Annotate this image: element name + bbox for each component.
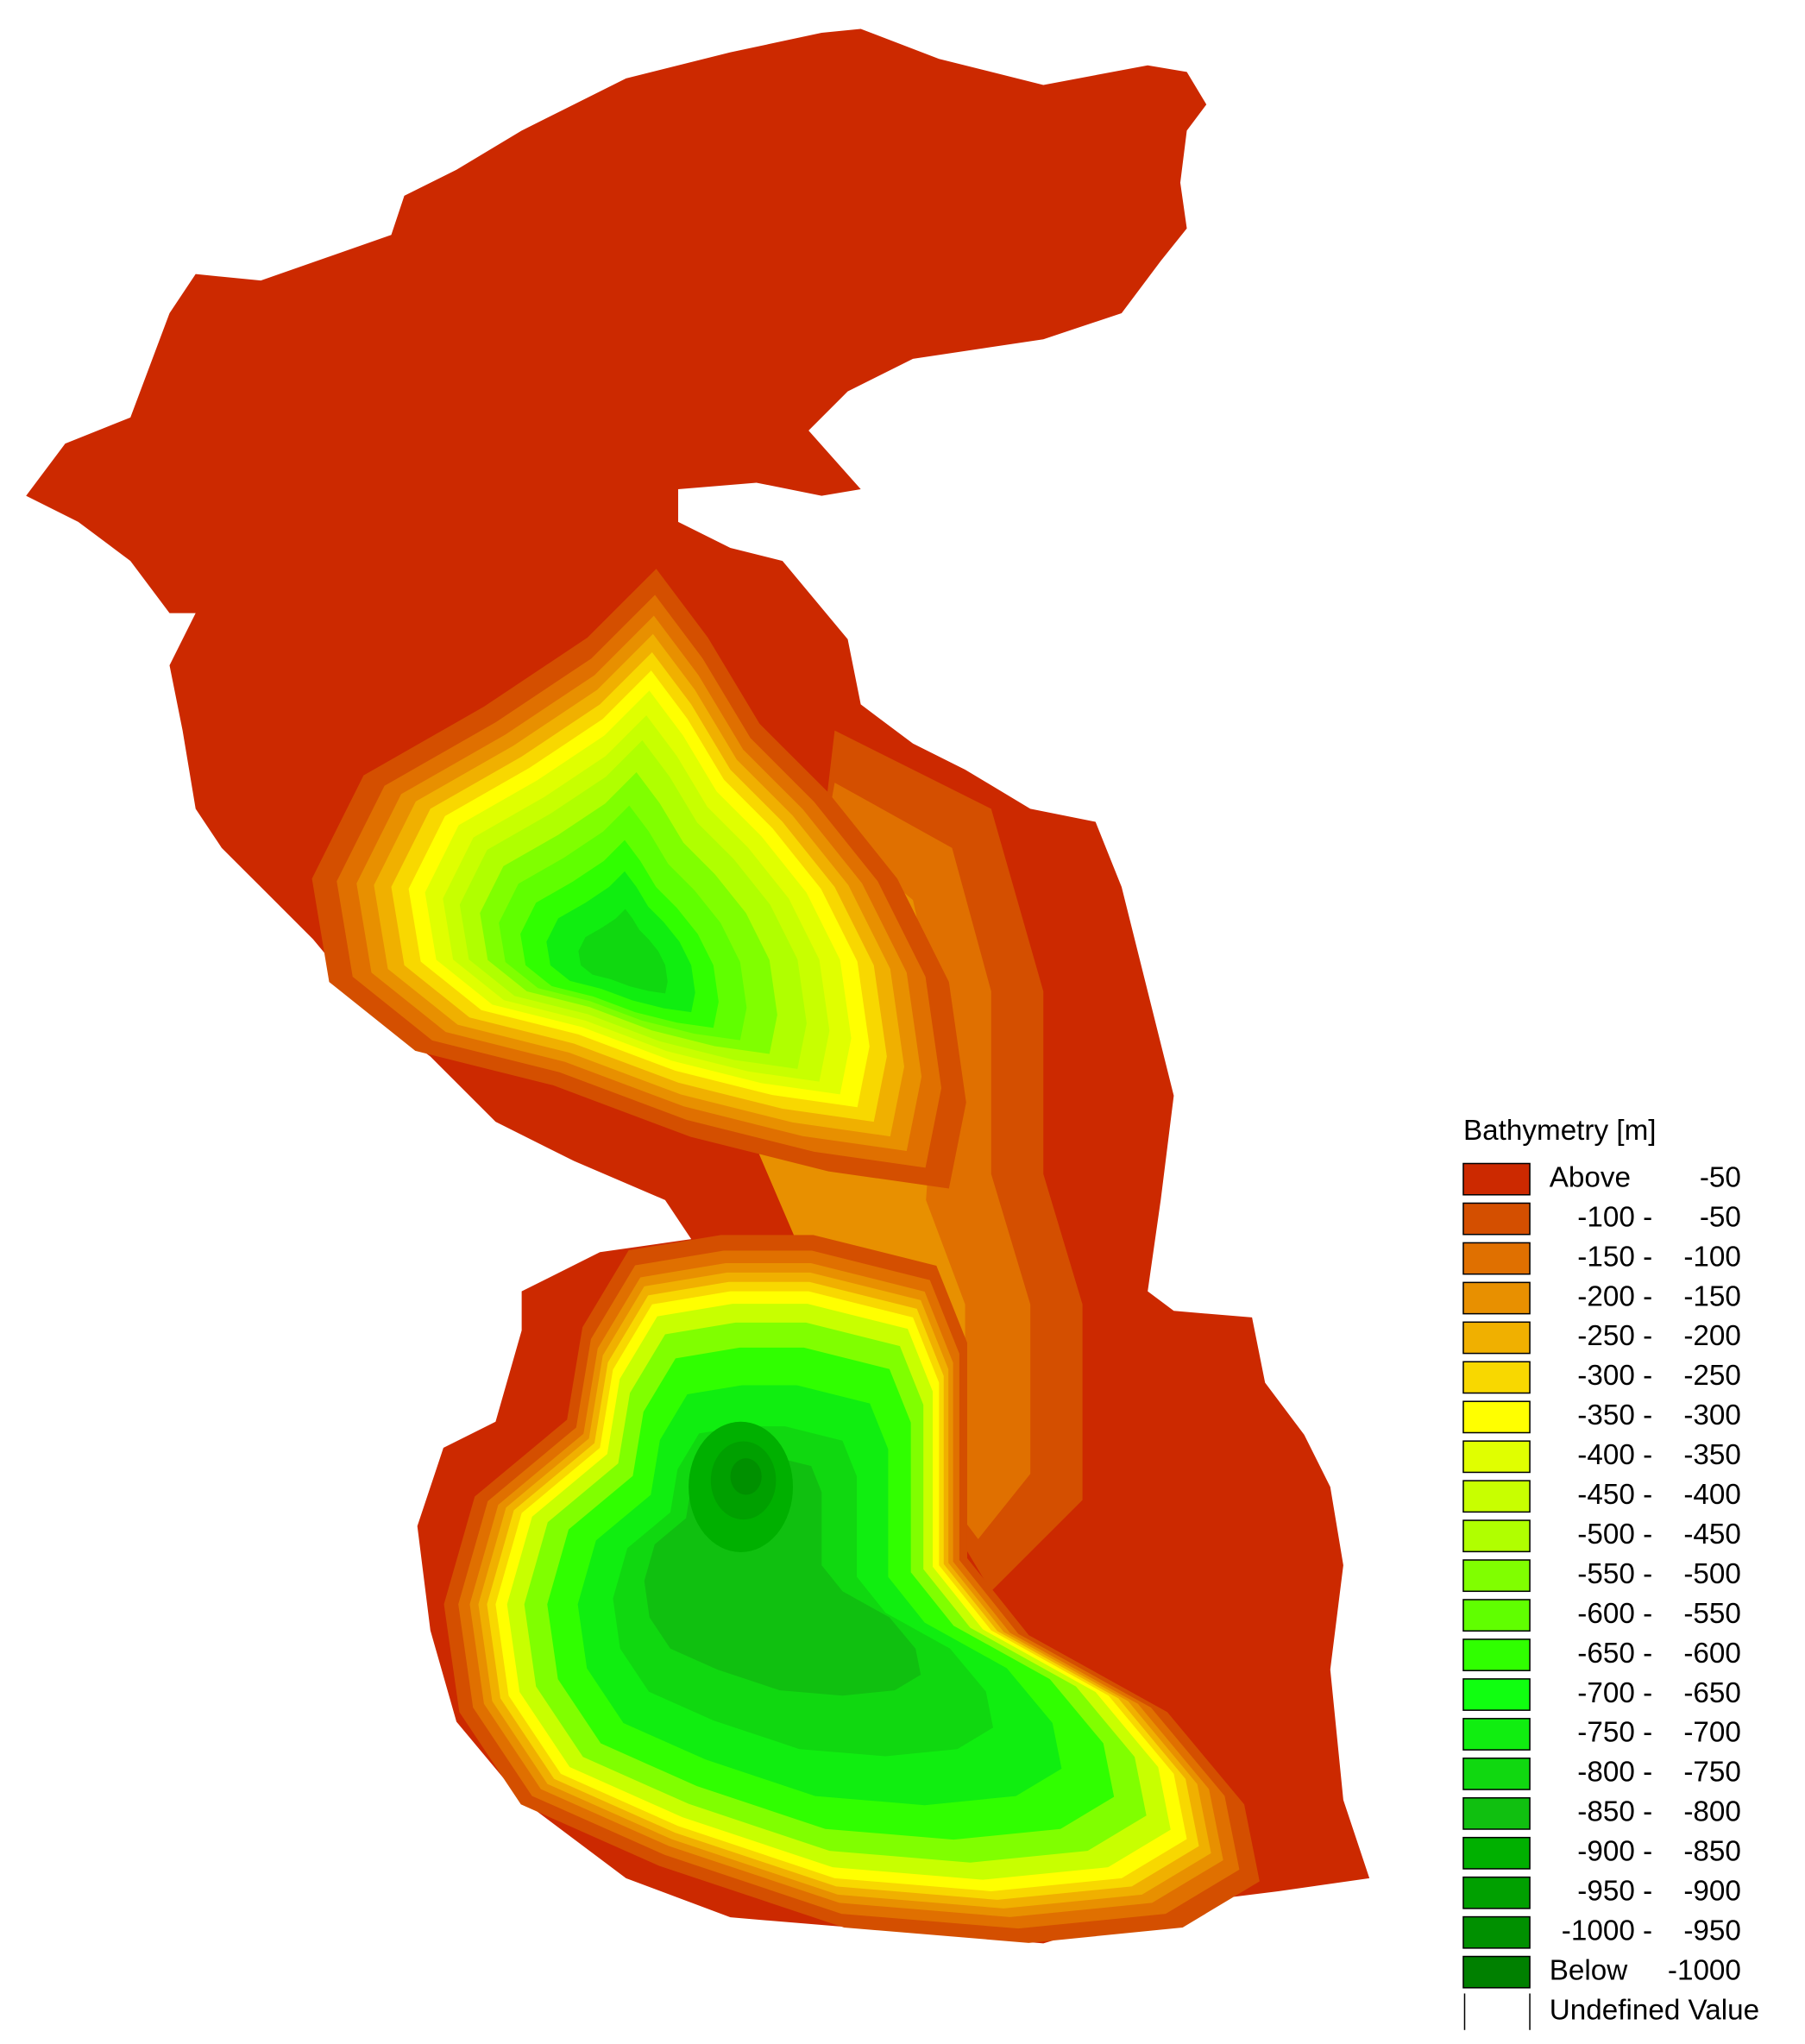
legend-low: -600 - [1577,1598,1652,1630]
legend-high: -100 [1683,1241,1741,1273]
legend-low: -350 - [1577,1399,1652,1431]
legend: Bathymetry [m] Above -50 -100 - -50 -150 - -1… [1462,1115,1759,2030]
legend-swatch [1462,1480,1531,1513]
legend-high: -750 [1683,1757,1741,1789]
legend-swatch [1462,1876,1531,1909]
legend-swatch [1462,1718,1531,1751]
legend-high: -400 [1683,1479,1741,1511]
legend-swatch [1462,1678,1531,1711]
legend-high: -200 [1683,1320,1741,1352]
legend-high: -800 [1683,1796,1741,1828]
legend-swatch [1462,1915,1531,1949]
legend-low: -800 - [1577,1757,1652,1789]
legend-high: -650 [1683,1677,1741,1709]
legend-low: -300 - [1577,1360,1652,1392]
legend-high: -450 [1683,1519,1741,1550]
legend-high: -900 [1683,1876,1741,1908]
legend-high: -50 [1700,1201,1741,1233]
legend-high: -950 [1683,1915,1741,1947]
legend-swatch [1462,1400,1531,1434]
legend-swatch [1462,1599,1531,1632]
legend-high: -1000 [1668,1954,1741,1986]
legend-swatch [1462,1202,1531,1236]
legend-swatch [1462,1836,1531,1870]
legend-low: -550 - [1577,1558,1652,1590]
legend-swatch [1462,1559,1531,1593]
legend-swatch [1462,1955,1531,1989]
legend-title: Bathymetry [m] [1463,1115,1657,1147]
legend-swatch [1462,1758,1531,1790]
legend-high: -350 [1683,1439,1741,1471]
legend-low: -850 - [1577,1796,1652,1828]
legend-label: Undefined Value [1550,1994,1759,2026]
legend-swatch [1462,1361,1531,1394]
legend-low: -500 - [1577,1519,1652,1550]
legend-low: -400 - [1577,1439,1652,1471]
legend-high: -500 [1683,1558,1741,1590]
legend-low: -900 - [1577,1836,1652,1868]
legend-swatch [1462,1440,1531,1474]
legend-swatch [1462,1638,1531,1671]
sea-map [26,28,1370,1944]
legend-high: -850 [1683,1836,1741,1868]
legend-high: -550 [1683,1598,1741,1630]
legend-swatch [1462,1796,1531,1830]
legend-low: -950 - [1577,1876,1652,1908]
legend-swatch [1462,1162,1531,1196]
legend-low: -150 - [1577,1241,1652,1273]
legend-low: -200 - [1577,1280,1652,1312]
legend-low: -250 - [1577,1320,1652,1352]
legend-low: -650 - [1577,1638,1652,1670]
legend-low: Below [1550,1954,1629,1986]
depth-band [730,1458,762,1495]
legend-high: -50 [1700,1161,1741,1193]
legend-low: -700 - [1577,1677,1652,1709]
legend-swatch [1462,1519,1531,1553]
legend-low: -100 - [1577,1201,1652,1233]
legend-low: Above [1550,1161,1631,1193]
south-basin [443,1235,1260,1943]
legend-low: -1000 - [1562,1915,1652,1947]
legend-swatch [1462,1321,1531,1355]
legend-swatch [1462,1281,1531,1315]
legend-high: -300 [1683,1399,1741,1431]
legend-low: -450 - [1577,1479,1652,1511]
legend-low: -750 - [1577,1717,1652,1749]
legend-high: -600 [1683,1638,1741,1670]
legend-high: -150 [1683,1280,1741,1312]
legend-high: -700 [1683,1717,1741,1749]
legend-high: -250 [1683,1360,1741,1392]
legend-swatch [1462,1242,1531,1275]
